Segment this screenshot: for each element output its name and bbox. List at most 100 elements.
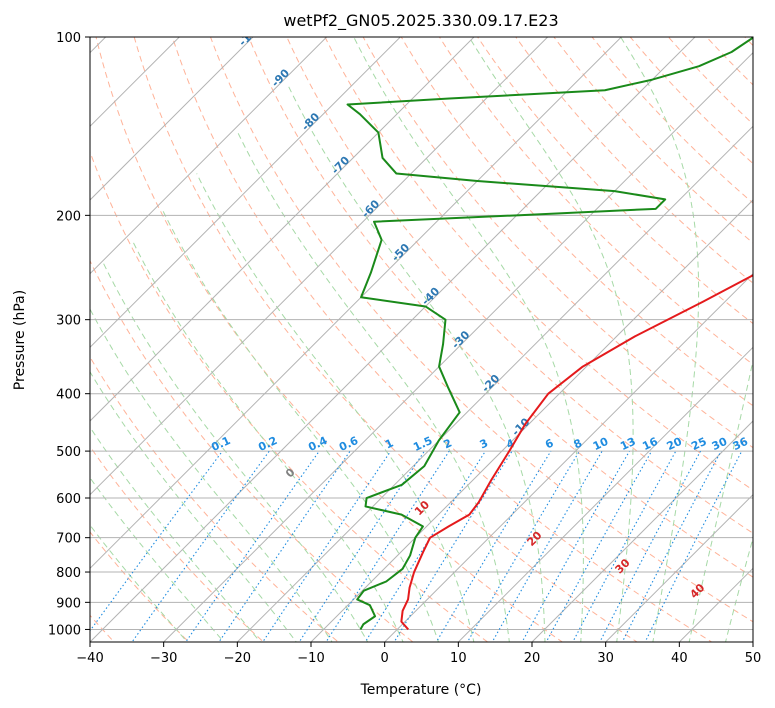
- dry-adiabat-line: [515, 37, 753, 284]
- x-tick-label: 30: [597, 651, 614, 666]
- moist-adiabat-line: [468, 37, 634, 642]
- dry-adiabat-line: [248, 37, 753, 578]
- isotherms: [90, 37, 753, 642]
- mixing-ratio-line: [466, 450, 580, 642]
- moist-adiabat-line: [90, 370, 297, 642]
- isobars: [90, 37, 753, 630]
- plot-area: 0.10.20.40.611.52346810131620253036-100-…: [90, 20, 753, 642]
- mixing-ratio-label: 13: [618, 435, 637, 453]
- y-tick-label: 600: [56, 492, 81, 507]
- mixing-ratio-line: [131, 450, 270, 642]
- dry-adiabat-label: -100: [236, 20, 265, 49]
- mixing-ratio-line: [393, 450, 513, 642]
- isotherm-line: [90, 37, 402, 349]
- y-axis-label: Pressure (hPa): [12, 290, 28, 390]
- isotherm-line: [90, 37, 623, 570]
- dry-adiabat-line: [90, 445, 265, 642]
- dry-adiabat-line: [133, 37, 638, 642]
- moist-adiabat-line: [161, 208, 440, 642]
- isotherm-line: [90, 37, 254, 201]
- dry-adiabat-line: [362, 37, 753, 449]
- moist-adiabat-line: [90, 476, 225, 642]
- y-tick-label: 500: [56, 445, 81, 460]
- isotherm-line: [383, 272, 753, 642]
- isotherm-line: [90, 37, 181, 128]
- mixing-ratio-line: [572, 450, 677, 642]
- moist-adiabat-line: [196, 173, 475, 642]
- dry-adiabat-line: [90, 356, 339, 642]
- mixing-ratio-line: [364, 450, 486, 642]
- plot-frame: [89, 36, 754, 643]
- mixing-ratio-line: [435, 450, 552, 642]
- x-tick-label: 40: [671, 651, 688, 666]
- x-axis-label: Temperature (°C): [360, 682, 482, 698]
- x-tick-label: 50: [745, 651, 762, 666]
- y-tick-label: 300: [56, 314, 81, 329]
- isotherm-line: [604, 493, 753, 642]
- isotherm-line: [90, 37, 475, 422]
- mixing-ratio-label: 36: [731, 435, 751, 453]
- isotherm-line: [310, 199, 753, 642]
- x-tick-label: −40: [76, 651, 103, 666]
- mixing-ratio-line: [545, 450, 653, 642]
- y-tick-label: 200: [56, 209, 81, 224]
- moist-adiabat-line: [131, 239, 404, 642]
- mixing-ratio-line: [218, 450, 351, 642]
- x-tick-label: 0: [381, 651, 389, 666]
- mixing-ratio-label: 25: [689, 435, 708, 453]
- moist-adiabat-line: [90, 524, 188, 642]
- mixing-ratio-label: 10: [591, 435, 611, 453]
- mixing-ratio-line: [90, 450, 223, 632]
- y-axis-ticks: 100 200 300 400 500 600 700 800 900 1000: [48, 31, 90, 638]
- isotherm-line: [531, 420, 753, 642]
- isotherm-line: [236, 125, 753, 642]
- temperature-profile-line: [400, 274, 753, 631]
- isotherm-line: [90, 37, 696, 642]
- mixing-ratio-label: 20: [665, 435, 685, 453]
- mixing-ratio-line: [599, 450, 702, 642]
- moist-adiabat-line: [90, 308, 333, 642]
- y-tick-label: 800: [56, 566, 81, 581]
- x-tick-label: 10: [450, 651, 467, 666]
- moist-adiabat-line: [286, 83, 546, 642]
- x-tick-label: 20: [524, 651, 541, 666]
- y-tick-label: 900: [56, 596, 81, 611]
- isotherm-line: [90, 37, 549, 496]
- moist-adiabat-line: [237, 132, 510, 642]
- dry-adiabat-line: [90, 259, 414, 642]
- y-tick-label: 100: [56, 31, 81, 46]
- mixing-ratio-label: 30: [710, 435, 730, 453]
- chart-title: wetPf2_GN05.2025.330.09.17.E23: [283, 11, 558, 31]
- mixing-ratio-lines: [90, 450, 743, 642]
- dry-adiabat-line: [95, 37, 564, 642]
- x-tick-label: −10: [297, 651, 324, 666]
- isotherm-line: [162, 51, 753, 642]
- moist-adiabat-line: [102, 262, 369, 642]
- dry-adiabat-line: [324, 37, 753, 491]
- mixing-ratio-line: [262, 450, 392, 642]
- mixing-ratio-line: [325, 450, 450, 642]
- moist-adiabat-line: [688, 358, 753, 642]
- mixing-ratio-label: 16: [640, 435, 660, 453]
- dry-adiabat-line: [171, 37, 713, 642]
- sounding-series: [346, 37, 753, 631]
- x-tick-label: −30: [150, 651, 177, 666]
- y-tick-label: 700: [56, 532, 81, 547]
- dry-adiabat-line: [209, 37, 753, 623]
- moist-adiabat-line: [353, 37, 584, 642]
- mixing-ratio-line: [491, 450, 603, 642]
- dry-adiabat-line: [90, 150, 489, 642]
- moist-adiabat-line: [725, 536, 753, 642]
- dry-adiabat-line: [90, 531, 190, 642]
- moist-adiabat-line: [90, 426, 261, 642]
- x-tick-label: −20: [224, 651, 251, 666]
- isotherm-line: [90, 37, 328, 275]
- y-tick-label: 400: [56, 388, 81, 403]
- isotherm-line: [457, 346, 753, 642]
- y-tick-label: 1000: [48, 623, 81, 638]
- dewpoint-profile-line: [346, 37, 753, 630]
- mixing-ratio-line: [298, 450, 425, 642]
- x-axis-ticks: −40 −30 −20 −10 0 10 20 30 40 50: [76, 642, 761, 666]
